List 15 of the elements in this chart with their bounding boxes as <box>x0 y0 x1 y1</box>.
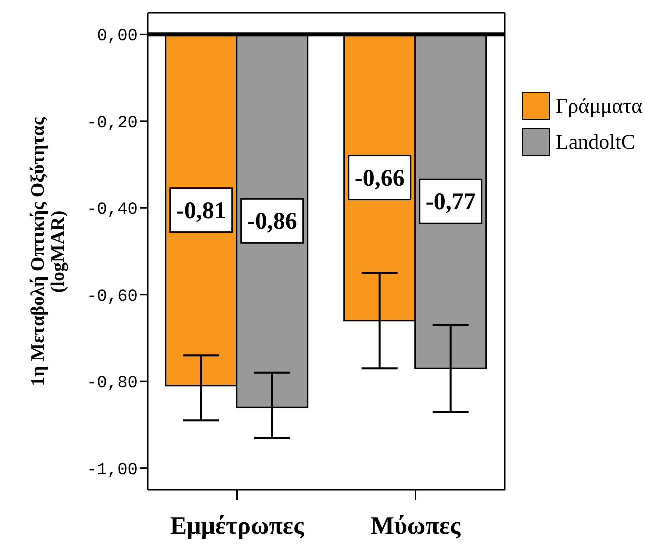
y-axis-title: 1η Μεταβολή Οπτικής Οξύτητας (logMAR) <box>28 116 69 386</box>
y-tick-label: -1,00 <box>86 461 138 480</box>
data-label: -0,77 <box>426 190 476 216</box>
x-tick-label: Μύωπες <box>370 512 462 540</box>
x-tick-label: Εμμέτρωπες <box>170 512 305 540</box>
y-tick-label: -0,80 <box>86 374 138 394</box>
y-tick-label: -0,60 <box>86 288 138 307</box>
legend-label: Γράμματα <box>556 94 643 118</box>
data-label: -0,66 <box>354 166 405 192</box>
data-label: -0,81 <box>176 198 226 224</box>
y-tick-label: 0,00 <box>97 28 138 47</box>
legend-label: LandoltC <box>556 130 636 154</box>
data-label: -0,86 <box>247 209 298 236</box>
y-tick-label: -0,40 <box>86 201 138 220</box>
y-tick-label: -0,20 <box>86 114 138 134</box>
